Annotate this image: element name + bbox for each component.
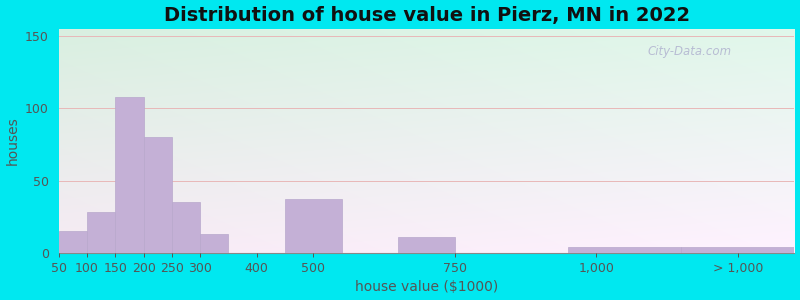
Bar: [682, 247, 794, 253]
Title: Distribution of house value in Pierz, MN in 2022: Distribution of house value in Pierz, MN…: [163, 6, 690, 25]
Y-axis label: houses: houses: [6, 116, 19, 165]
X-axis label: house value ($1000): house value ($1000): [355, 280, 498, 294]
Bar: [568, 247, 682, 253]
Bar: [58, 231, 87, 253]
Bar: [200, 234, 229, 253]
Bar: [144, 137, 172, 253]
Text: City-Data.com: City-Data.com: [647, 45, 731, 58]
Bar: [115, 97, 144, 253]
Bar: [398, 237, 455, 253]
Bar: [87, 212, 115, 253]
Bar: [172, 202, 200, 253]
Bar: [285, 200, 342, 253]
